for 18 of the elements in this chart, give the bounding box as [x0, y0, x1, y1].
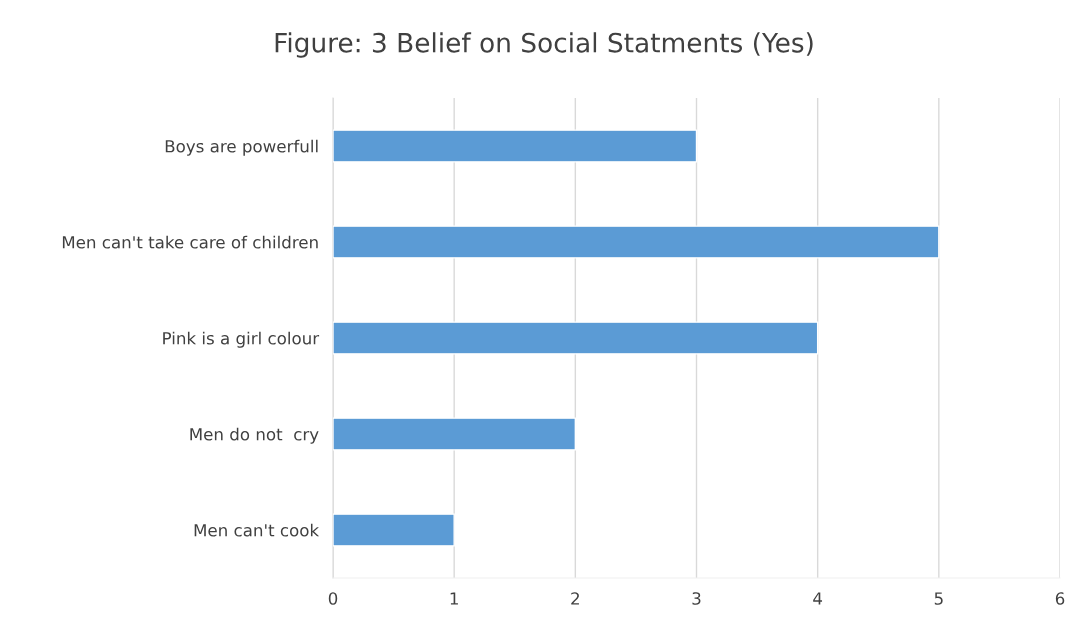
bar [333, 321, 819, 355]
y-tick-label: Men can't take care of children [62, 235, 318, 249]
y-tick-label: Men do not cry [190, 427, 319, 444]
x-tick-label: 4 [813, 592, 823, 605]
x-tick-label: 2 [571, 592, 579, 605]
bar [333, 129, 698, 163]
x-tick-label: 3 [692, 592, 701, 605]
bar [333, 513, 455, 547]
chart-title: Figure: 3 Belief on Social Statments (Yes) [275, 32, 813, 58]
x-tick-label: 1 [450, 592, 458, 605]
bar [333, 225, 940, 259]
y-tick-label: Men can't cook [194, 523, 320, 537]
x-tick-label: 0 [328, 592, 338, 605]
x-tick-label: 6 [1055, 592, 1065, 605]
y-tick-label: Boys are powerfull [165, 139, 318, 156]
y-tick-label: Pink is a girl colour [163, 331, 320, 348]
x-tick-label: 5 [934, 592, 943, 605]
bar [333, 417, 577, 451]
